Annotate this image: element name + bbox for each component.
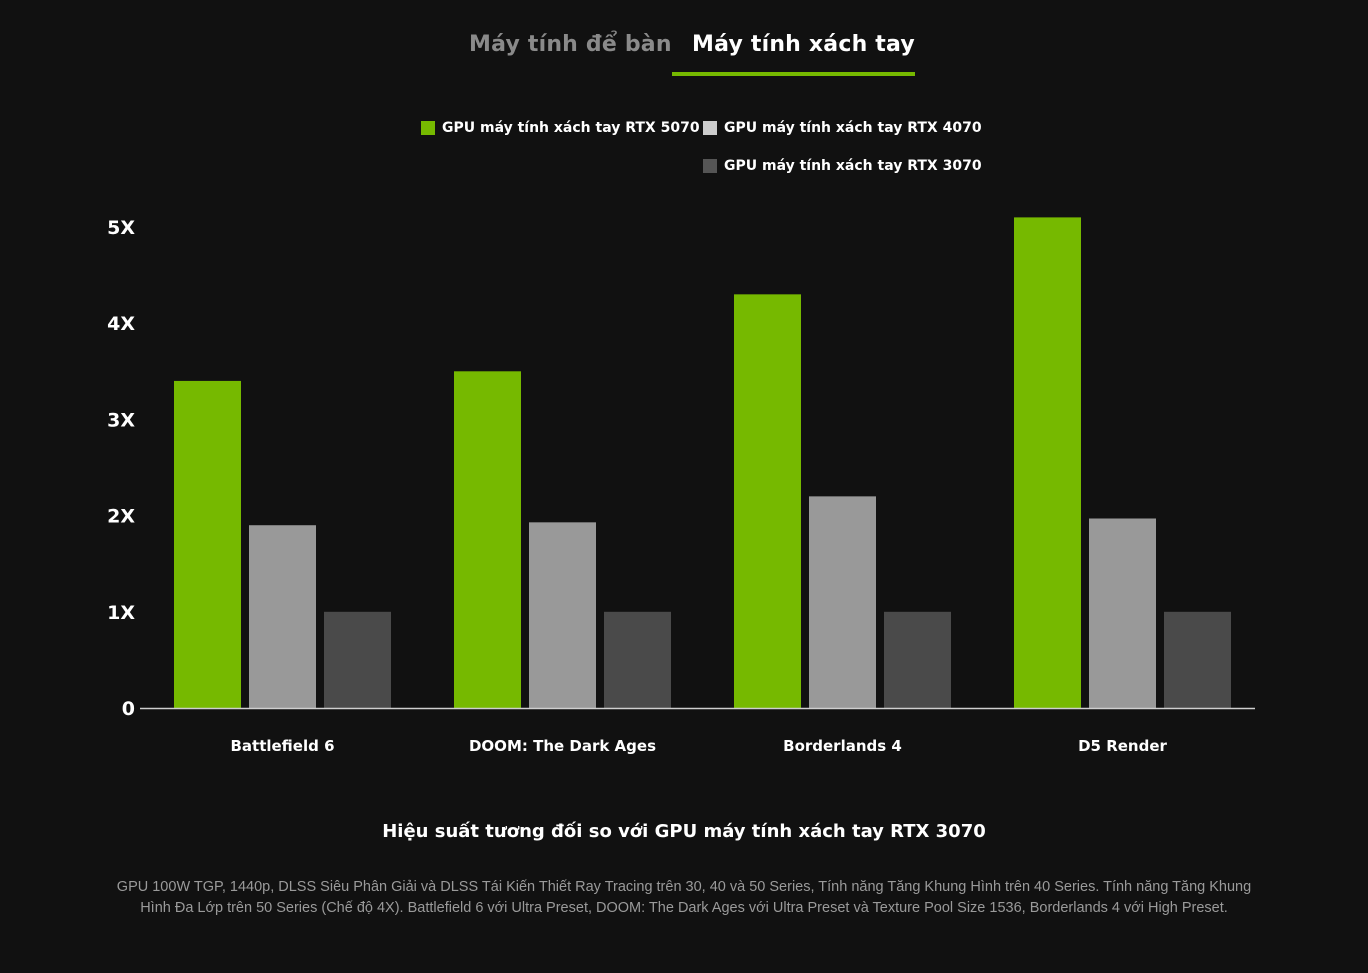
bar <box>884 611 951 708</box>
legend-label-rtx-3070: GPU máy tính xách tay RTX 3070 <box>724 158 982 174</box>
bar <box>454 371 521 708</box>
bar <box>604 611 671 708</box>
bar <box>1089 518 1156 708</box>
y-tick-label: 0 <box>122 698 135 720</box>
chart-title: Hiệu suất tương đối so với GPU máy tính … <box>382 821 986 842</box>
y-tick-label: 1X <box>107 602 135 624</box>
y-tick-label: 3X <box>107 409 135 431</box>
bar <box>174 380 241 708</box>
bar <box>249 525 316 708</box>
legend-item-rtx-3070: GPU máy tính xách tay RTX 3070 <box>703 158 982 174</box>
x-tick-label: DOOM: The Dark Ages <box>469 737 656 755</box>
x-tick-label: Borderlands 4 <box>783 737 902 755</box>
bar-chart: 0 1X 2X 3X 4X 5X Battlefield 6 DOOM: The Dark A… <box>107 217 1255 755</box>
legend-swatch-rtx-5070 <box>421 121 435 135</box>
y-tick-label: 4X <box>107 313 135 335</box>
legend-swatch-rtx-4070 <box>703 121 717 135</box>
legend-swatch-rtx-3070 <box>703 159 717 173</box>
legend-label-rtx-4070: GPU máy tính xách tay RTX 4070 <box>724 120 982 136</box>
legend-label-rtx-5070: GPU máy tính xách tay RTX 5070 <box>442 120 700 136</box>
tab-bar: Máy tính để bàn Máy tính xách tay <box>0 26 1368 82</box>
y-tick-label: 5X <box>107 217 135 239</box>
bar <box>529 522 596 708</box>
legend-item-rtx-5070: GPU máy tính xách tay RTX 5070 <box>421 120 700 136</box>
x-tick-label: Battlefield 6 <box>230 737 334 755</box>
active-tab-underline <box>672 72 915 76</box>
bar <box>324 611 391 708</box>
bar <box>809 496 876 708</box>
x-tick-label: D5 Render <box>1078 737 1167 755</box>
bar <box>1164 611 1231 708</box>
bar <box>734 294 801 708</box>
bar <box>1014 217 1081 708</box>
tab-desktop[interactable]: Máy tính để bàn <box>469 32 672 57</box>
tab-laptop[interactable]: Máy tính xách tay <box>692 32 915 57</box>
footnote: GPU 100W TGP, 1440p, DLSS Siêu Phân Giải… <box>116 879 1252 916</box>
y-tick-label: 2X <box>107 506 135 528</box>
legend-item-rtx-4070: GPU máy tính xách tay RTX 4070 <box>703 120 982 136</box>
